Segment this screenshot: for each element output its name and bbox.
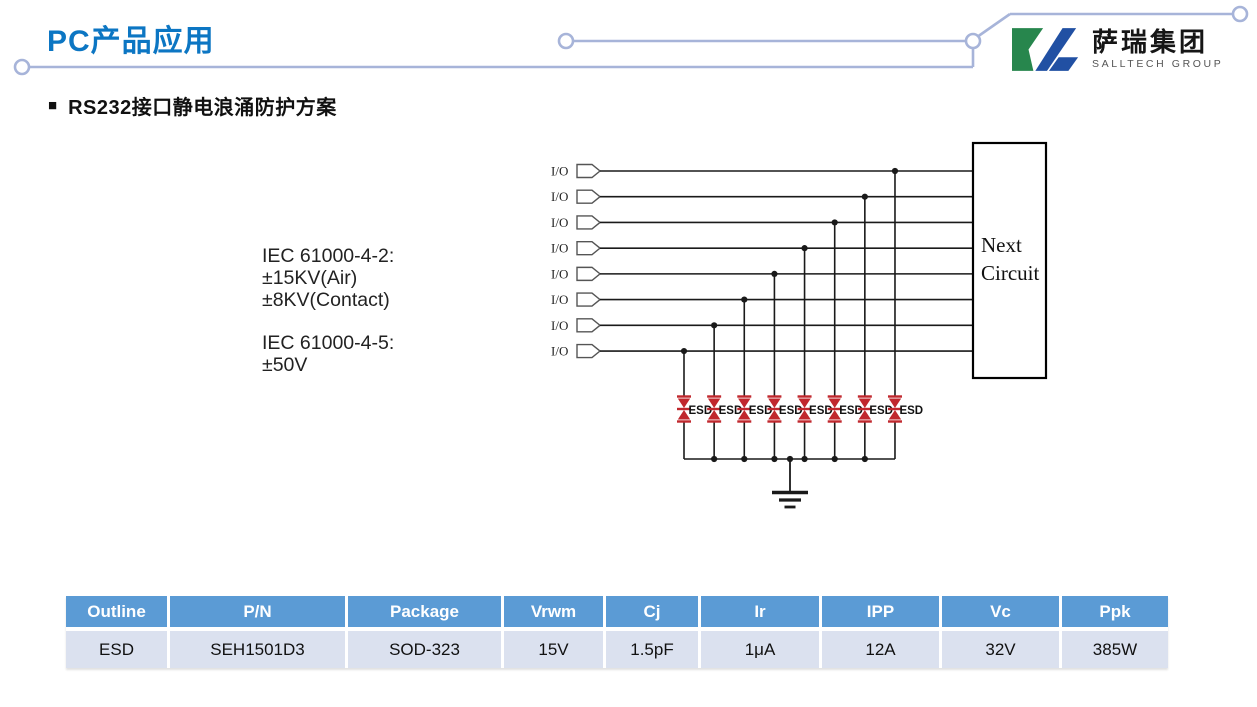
cell-vc: 32V	[942, 631, 1062, 668]
col-header-pn: P/N	[170, 596, 348, 631]
iec-air-rating: ±15KV(Air)	[262, 267, 358, 289]
iec-standard-1: IEC 61000-4-2:	[262, 245, 395, 267]
cell-vrwm: 15V	[504, 631, 606, 668]
col-header-vrwm: Vrwm	[504, 596, 606, 631]
esd-label: ESD	[809, 405, 833, 417]
section-heading: ■ RS232接口静电浪涌防护方案	[48, 91, 337, 120]
spec-table: Outline P/N Package Vrwm Cj Ir IPP Vc Pp…	[66, 596, 1168, 668]
company-logo: 萨瑞集团 SALLTECH GROUP	[1012, 27, 1223, 74]
esd-diode-icon: ESD	[737, 395, 773, 423]
cell-ppk: 385W	[1062, 631, 1168, 668]
esd-label: ESD	[779, 405, 803, 417]
io-line: I/O	[551, 163, 973, 459]
esd-diode-icon: ESD	[797, 395, 833, 423]
col-header-ipp: IPP	[822, 596, 942, 631]
cell-ir: 1μA	[701, 631, 822, 668]
io-line: I/O	[551, 266, 973, 459]
esd-diode-icon: ESD	[887, 395, 923, 423]
esd-diode-icon: ESD	[707, 395, 743, 423]
esd-label: ESD	[719, 405, 743, 417]
esd-label: ESD	[689, 405, 713, 417]
esd-label: ESD	[749, 405, 773, 417]
circuit-diagram: I/O I/O I/O I/O I/O I/O I/O I/O ESD ESD ESD ESD ESD E…	[551, 141, 1048, 509]
ground-symbol-icon	[772, 459, 808, 509]
io-line: I/O	[551, 292, 973, 459]
cell-package: SOD-323	[348, 631, 504, 668]
io-line: I/O	[551, 215, 973, 459]
logo-name-cn: 萨瑞集团	[1092, 27, 1209, 57]
col-header-ir: Ir	[701, 596, 822, 631]
next-circuit-label: Next	[981, 233, 1022, 257]
svg-text:I/O: I/O	[551, 292, 568, 307]
io-connector-icon	[576, 318, 602, 333]
esd-label: ESD	[899, 405, 923, 417]
col-header-ppk: Ppk	[1062, 596, 1168, 631]
iec-standard-2: IEC 61000-4-5:	[262, 332, 395, 354]
io-line: I/O	[551, 241, 973, 459]
esd-diode-icon: ESD	[827, 395, 863, 423]
io-line: I/O	[551, 189, 973, 459]
table-row: ESD SEH1501D3 SOD-323 15V 1.5pF 1μA 12A …	[66, 631, 1168, 668]
header-decoration-line	[13, 5, 1249, 76]
cell-cj: 1.5pF	[606, 631, 701, 668]
io-connector-icon	[576, 215, 602, 230]
io-connector-icon	[576, 163, 602, 179]
table-header-row: Outline P/N Package Vrwm Cj Ir IPP Vc Pp…	[66, 596, 1168, 631]
io-connector-icon	[576, 266, 602, 282]
col-header-package: Package	[348, 596, 504, 631]
iec-contact-rating: ±8KV(Contact)	[262, 289, 390, 311]
esd-label: ESD	[839, 405, 863, 417]
col-header-vc: Vc	[942, 596, 1062, 631]
io-line: I/O	[551, 344, 973, 459]
page-title: PC产品应用	[47, 25, 215, 58]
io-connector-icon	[576, 240, 602, 256]
col-header-outline: Outline	[66, 596, 170, 631]
svg-text:I/O: I/O	[551, 241, 568, 256]
svg-text:I/O: I/O	[551, 266, 568, 281]
esd-diode-icon: ESD	[677, 395, 713, 423]
svg-text:I/O: I/O	[551, 215, 568, 230]
logo-name-en: SALLTECH GROUP	[1092, 58, 1224, 70]
square-bullet-icon: ■	[48, 96, 58, 114]
col-header-cj: Cj	[606, 596, 701, 631]
next-circuit-box: Next Circuit	[971, 141, 1048, 380]
svg-text:I/O: I/O	[551, 189, 568, 204]
esd-diode-icon: ESD	[767, 395, 803, 423]
esd-label: ESD	[869, 405, 893, 417]
next-circuit-label: Circuit	[981, 261, 1039, 285]
esd-diode-icon: ESD	[857, 395, 893, 423]
salltech-logo-icon	[1012, 28, 1079, 71]
io-connector-icon	[576, 189, 602, 204]
io-connector-icon	[576, 292, 602, 307]
io-connector-icon	[576, 343, 602, 359]
cell-ipp: 12A	[822, 631, 942, 668]
iec-surge-rating: ±50V	[262, 354, 308, 376]
svg-text:I/O: I/O	[551, 164, 568, 179]
cell-outline: ESD	[66, 631, 170, 668]
svg-text:I/O: I/O	[551, 318, 568, 333]
section-heading-text: RS232接口静电浪涌防护方案	[68, 97, 337, 119]
svg-text:I/O: I/O	[551, 344, 568, 359]
iec-spec-note: IEC 61000-4-2: ±15KV(Air) ±8KV(Contact) …	[262, 245, 394, 376]
cell-pn: SEH1501D3	[170, 631, 348, 668]
io-line: I/O	[551, 318, 973, 459]
